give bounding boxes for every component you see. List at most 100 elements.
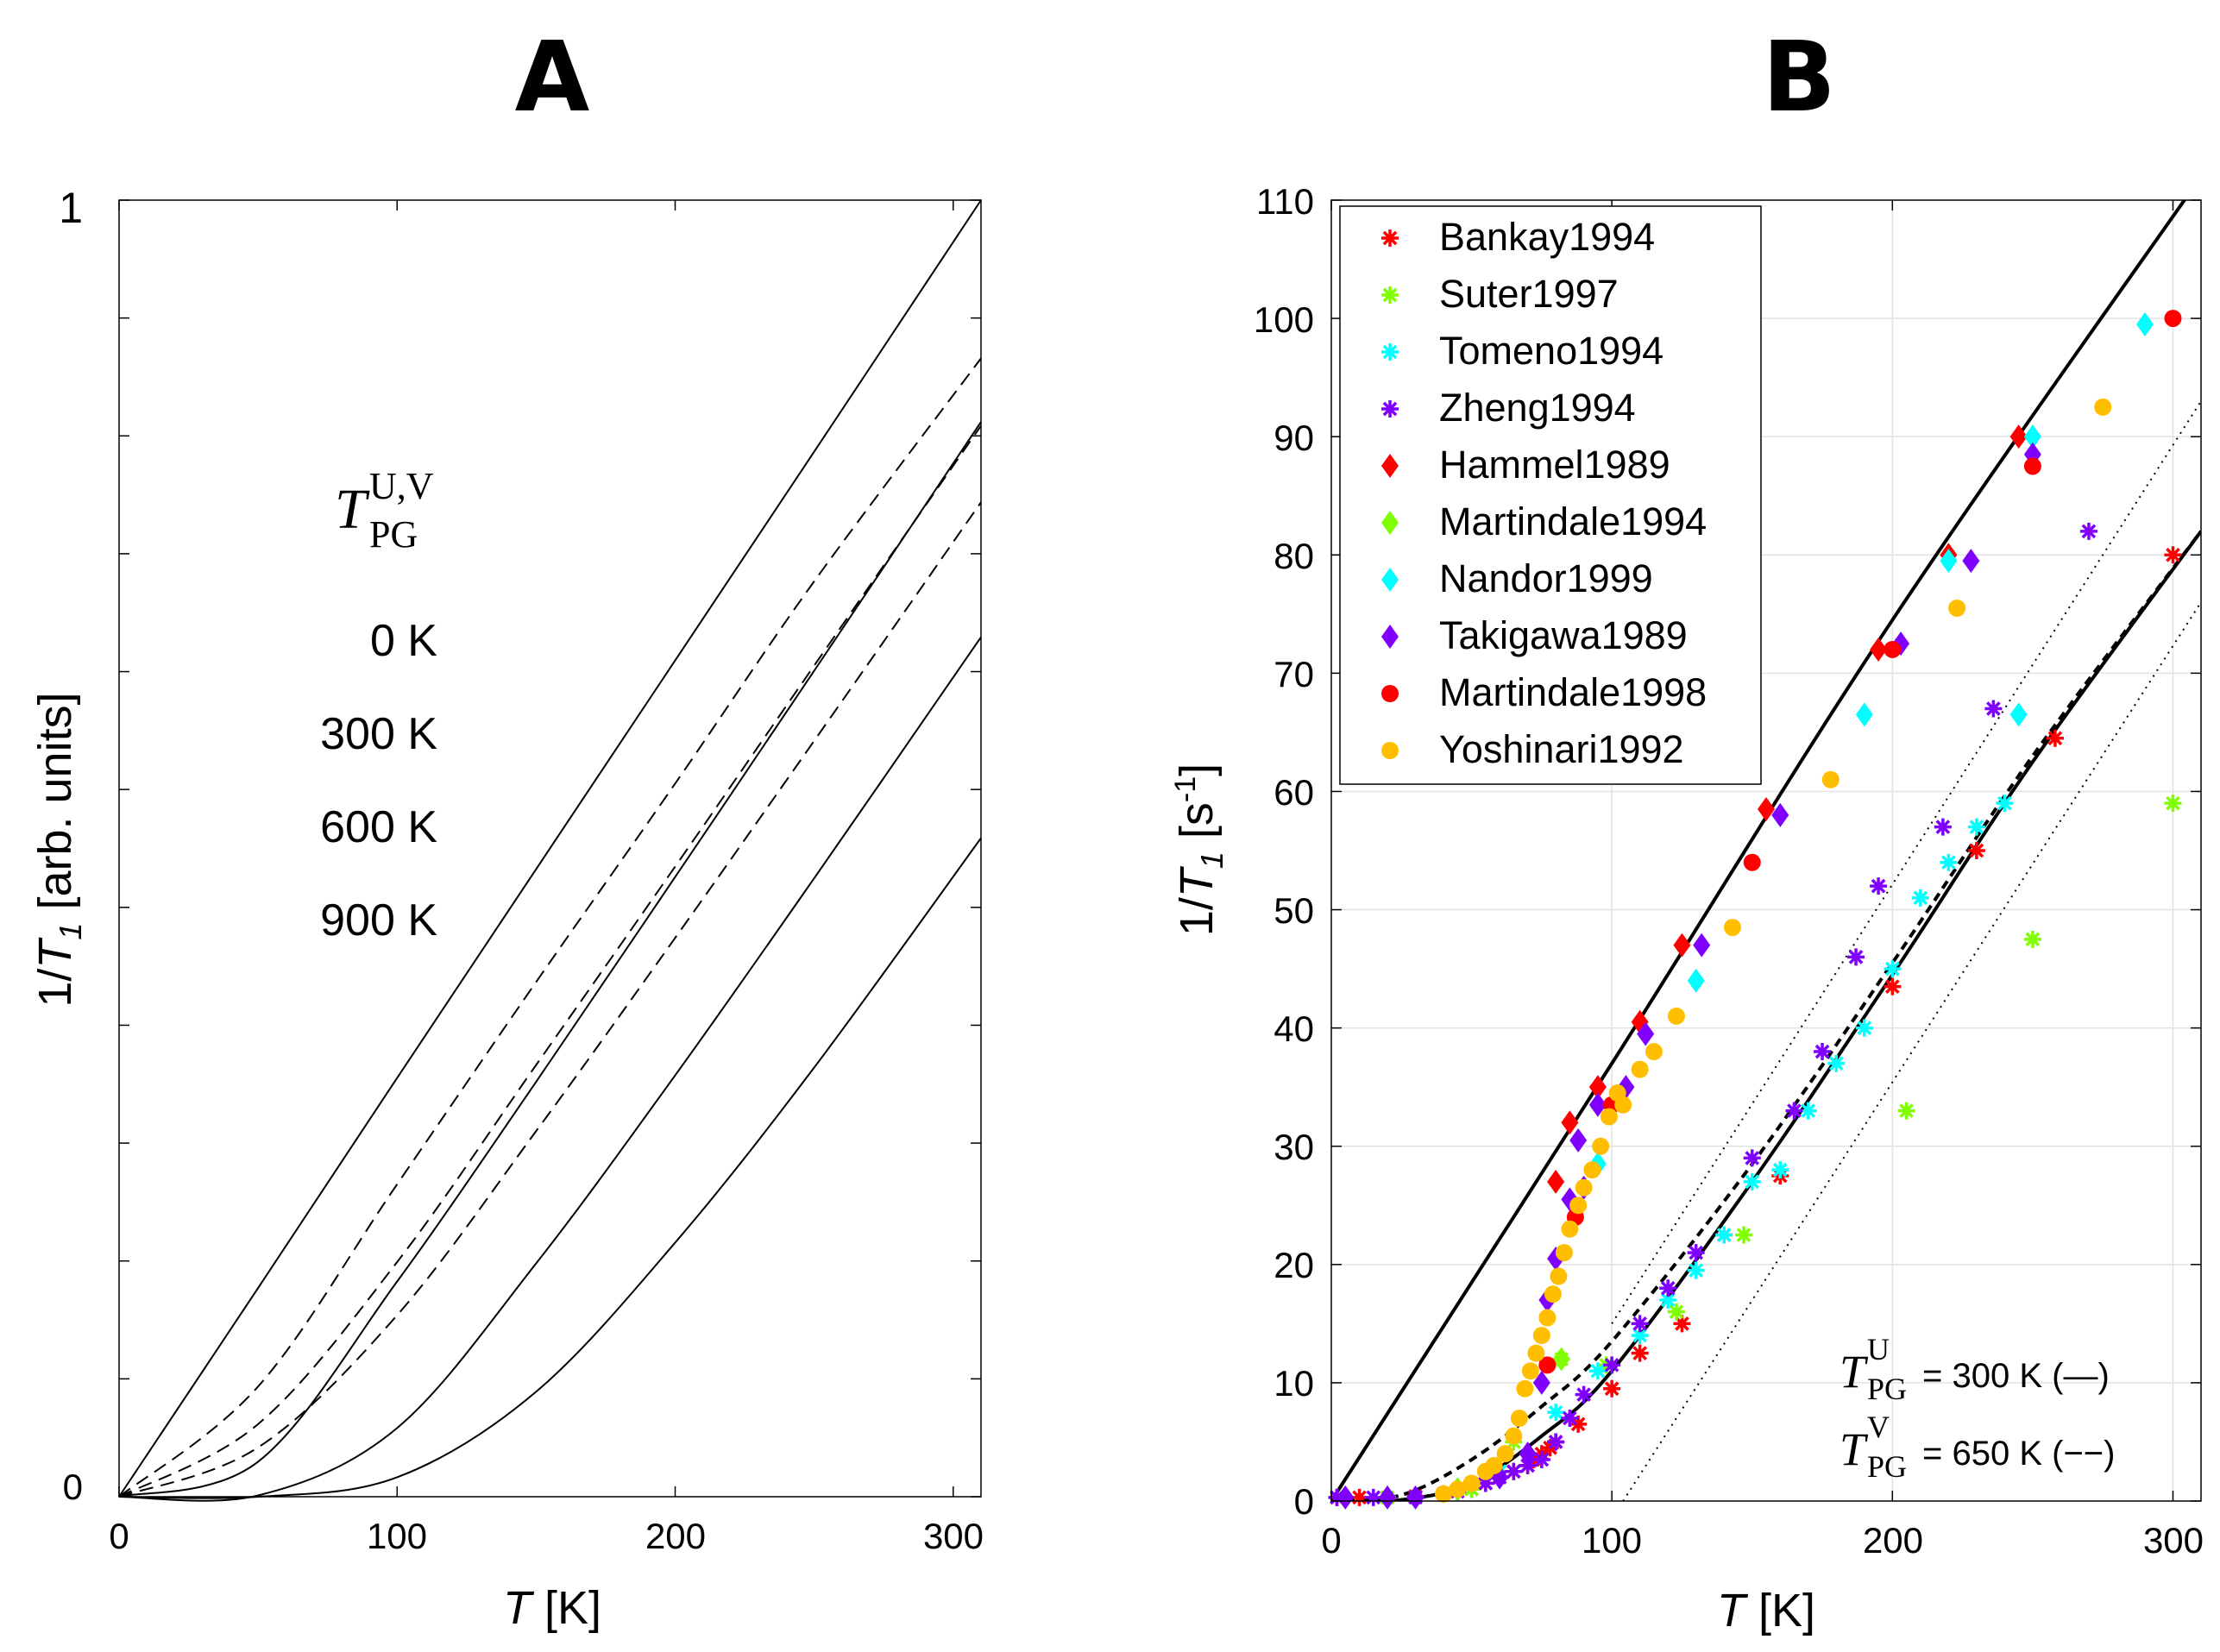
marker-tomeno1994 (1631, 1327, 1649, 1345)
marker-tomeno1994 (1799, 1102, 1817, 1120)
legend-marker-takigawa1989 (1381, 625, 1399, 649)
legend-entry-martindale1998: Martindale1998 (1439, 670, 1707, 714)
panel-b-xlabel: T [K] (1717, 1585, 1815, 1636)
marker-martindale1998 (1538, 1356, 1557, 1374)
panel-b-ytick-label: 50 (1274, 890, 1314, 931)
marker-tomeno1994 (1687, 1261, 1705, 1279)
marker-tomeno1994 (1588, 1362, 1607, 1380)
panel-b-xtick-label: 100 (1582, 1520, 1642, 1561)
panel-b-ytick-label: 70 (1274, 654, 1314, 694)
marker-yoshinari1992 (1645, 1043, 1663, 1061)
panel-b-ytick-label: 40 (1274, 1008, 1314, 1049)
panel-b-ytick-label: 20 (1274, 1245, 1314, 1285)
marker-bankay1994 (1673, 1315, 1691, 1333)
panel-b-ytick-label: 90 (1274, 418, 1314, 458)
panel-b-curve-gap-0-k-upper-solid (1331, 200, 2187, 1501)
tpg-u-subscript: PG (1867, 1372, 1907, 1406)
marker-martindale1998 (1743, 853, 1761, 871)
tpg-v-symbol: T (1840, 1423, 1869, 1475)
marker-zheng1994 (1476, 1474, 1494, 1492)
panel-b-ytick-label: 80 (1274, 536, 1314, 576)
marker-nandor1999 (1687, 968, 1705, 993)
marker-bankay1994 (2046, 729, 2064, 747)
tpg-u-superscript: U (1867, 1332, 1890, 1366)
marker-suter1997 (2164, 795, 2182, 813)
panel-a-curve-t-pg-900-k-solid (118, 837, 982, 1499)
marker-yoshinari1992 (1462, 1474, 1481, 1492)
marker-yoshinari1992 (1948, 599, 1966, 617)
legend-marker-martindale1998 (1381, 685, 1399, 702)
legend-entry-suter1997: Suter1997 (1439, 272, 1619, 316)
panel-b-ytick-label: 0 (1294, 1481, 1314, 1522)
legend-marker-suter1997 (1381, 286, 1399, 304)
legend-markers (1381, 229, 1399, 759)
marker-takigawa1989 (1637, 1021, 1655, 1046)
marker-tomeno1994 (1911, 889, 1929, 907)
marker-martindale1998 (2164, 310, 2182, 328)
panel-a-curve-t-pg-300-k-dashed (118, 357, 982, 1498)
legend-marker-bankay1994 (1381, 229, 1399, 247)
legend-marker-yoshinari1992 (1381, 742, 1399, 759)
gap-label-300k: 300 K (320, 709, 437, 759)
marker-yoshinari1992 (1561, 1220, 1579, 1238)
tpg-u-symbol: T (1840, 1346, 1869, 1398)
marker-tomeno1994 (1547, 1404, 1565, 1422)
marker-bankay1994 (2164, 546, 2182, 564)
marker-tomeno1994 (1940, 853, 1958, 871)
tpg-v-superscript: V (1867, 1410, 1890, 1444)
marker-zheng1994 (1505, 1462, 1523, 1480)
gap-label-900k: 900 K (320, 895, 437, 945)
marker-takigawa1989 (1693, 933, 1711, 958)
legend-entry-takigawa1989: Takigawa1989 (1439, 613, 1688, 657)
marker-yoshinari1992 (1532, 1327, 1550, 1345)
marker-bankay1994 (1967, 842, 1985, 859)
marker-nandor1999 (1940, 549, 1958, 574)
marker-yoshinari1992 (1510, 1410, 1528, 1428)
marker-nandor1999 (2135, 311, 2154, 336)
marker-yoshinari1992 (1555, 1244, 1573, 1262)
marker-takigawa1989 (1569, 1128, 1588, 1153)
legend-entry-zheng1994: Zheng1994 (1439, 386, 1636, 430)
marker-yoshinari1992 (1435, 1485, 1453, 1503)
marker-takigawa1989 (1588, 1092, 1607, 1117)
legend-marker-zheng1994 (1381, 400, 1399, 418)
marker-zheng1994 (1984, 700, 2003, 718)
panel-b-frame (1330, 199, 2202, 1502)
marker-hammel1989 (2009, 424, 2028, 449)
tpg-v-value: = 650 K (−−) (1922, 1435, 2115, 1473)
panel-a-curve-t-pg-900-k-dashed (118, 501, 982, 1498)
marker-yoshinari1992 (1449, 1480, 1467, 1498)
panel-b-markers (1328, 310, 2182, 1510)
marker-yoshinari1992 (1544, 1285, 1562, 1303)
marker-yoshinari1992 (2094, 398, 2112, 416)
panel-b-ylabel: 1/T1 [s-1] (1169, 763, 1229, 936)
marker-suter1997 (2023, 930, 2041, 948)
marker-yoshinari1992 (1569, 1197, 1588, 1215)
marker-zheng1994 (1687, 1244, 1705, 1262)
legend-marker-nandor1999 (1381, 568, 1399, 592)
marker-yoshinari1992 (1583, 1161, 1601, 1179)
marker-tomeno1994 (1771, 1161, 1789, 1179)
marker-zheng1994 (1603, 1356, 1621, 1374)
panel-b-xtick-label: 300 (2143, 1520, 2204, 1561)
marker-zheng1994 (1547, 1433, 1565, 1451)
panel-b-ytick-label: 110 (1256, 181, 1314, 222)
marker-hammel1989 (1588, 1075, 1607, 1100)
marker-nandor1999 (2023, 424, 2041, 449)
marker-tomeno1994 (1967, 818, 1985, 836)
legend-entry-yoshinari1992: Yoshinari1992 (1439, 727, 1684, 771)
marker-suter1997 (1667, 1303, 1685, 1321)
marker-bankay1994 (1350, 1488, 1368, 1506)
marker-suter1997 (1897, 1102, 1915, 1120)
marker-zheng1994 (1814, 1043, 1832, 1061)
marker-bankay1994 (1603, 1379, 1621, 1398)
marker-bankay1994 (1569, 1415, 1588, 1433)
marker-hammel1989 (1561, 1110, 1579, 1135)
marker-nandor1999 (2009, 702, 2028, 727)
panel-a-curve-t-pg-600-k-solid (118, 636, 982, 1502)
panel-a-xtick-label: 300 (923, 1516, 984, 1556)
marker-zheng1994 (2079, 522, 2097, 540)
panel-a-ticks (118, 199, 981, 1498)
marker-yoshinari1992 (1600, 1108, 1618, 1126)
